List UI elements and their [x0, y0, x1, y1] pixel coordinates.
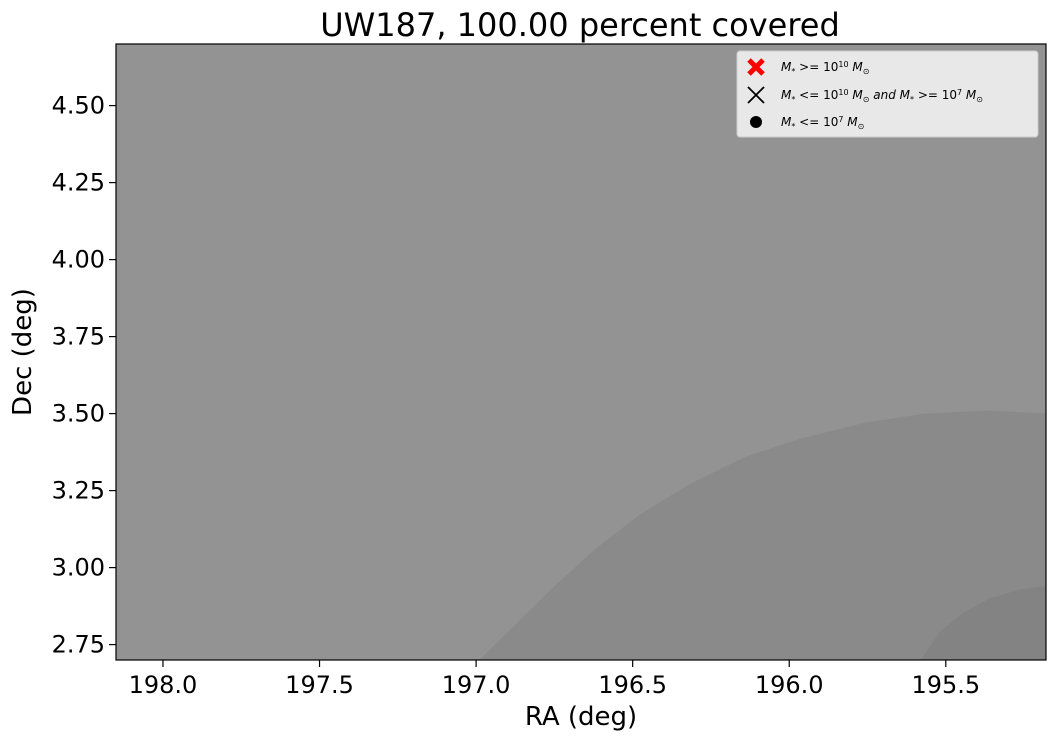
y-tick-label: 3.25	[52, 477, 105, 505]
x-tick-label: 195.5	[911, 671, 980, 699]
y-tick-label: 4.00	[52, 246, 105, 274]
legend-label: M* <= 107 M⊙	[781, 115, 864, 131]
y-axis: 2.75 3.00 3.25 3.50 3.75 4.00 4.25 4.50	[52, 92, 116, 659]
contour-region-2	[920, 586, 1046, 660]
legend-marker-x	[747, 86, 765, 104]
x-tick-label: 196.0	[755, 671, 824, 699]
legend-entry: M* <= 107 M⊙	[750, 115, 864, 131]
legend-entry: M* >= 1010 M⊙	[747, 58, 869, 76]
legend-box	[736, 50, 1039, 138]
x-tick-label: 196.5	[598, 671, 667, 699]
y-tick-label: 4.50	[52, 92, 105, 120]
x-axis-label: RA (deg)	[525, 702, 637, 732]
contour-layer	[479, 410, 1046, 660]
contour-region-1	[479, 410, 1046, 660]
y-tick-label: 4.25	[52, 169, 105, 197]
legend-label: M* >= 1010 M⊙	[781, 60, 869, 76]
legend-label: M* <= 1010 M⊙ and M* >= 107 M⊙	[781, 88, 983, 104]
x-tick-label: 197.0	[442, 671, 511, 699]
plot-frame	[115, 43, 1047, 661]
x-tick-label: 198.0	[129, 671, 198, 699]
y-tick-label: 3.50	[52, 400, 105, 428]
legend-marker-dot	[750, 116, 762, 128]
legend-entry: M* <= 1010 M⊙ and M* >= 107 M⊙	[747, 86, 983, 104]
y-tick-label: 3.75	[52, 323, 105, 351]
y-tick-label: 2.75	[52, 631, 105, 659]
legend: M* >= 1010 M⊙ M* <= 1010 M⊙ and M* >= 107…	[736, 50, 1039, 138]
chart-title: UW187, 100.00 percent covered	[320, 6, 840, 44]
y-axis-label: Dec (deg)	[8, 288, 38, 416]
x-axis: 198.0 197.5 197.0 196.5 196.0 195.5	[129, 660, 980, 699]
legend-marker-bold-x	[747, 58, 765, 76]
y-tick-label: 3.00	[52, 554, 105, 582]
x-tick-label: 197.5	[285, 671, 354, 699]
